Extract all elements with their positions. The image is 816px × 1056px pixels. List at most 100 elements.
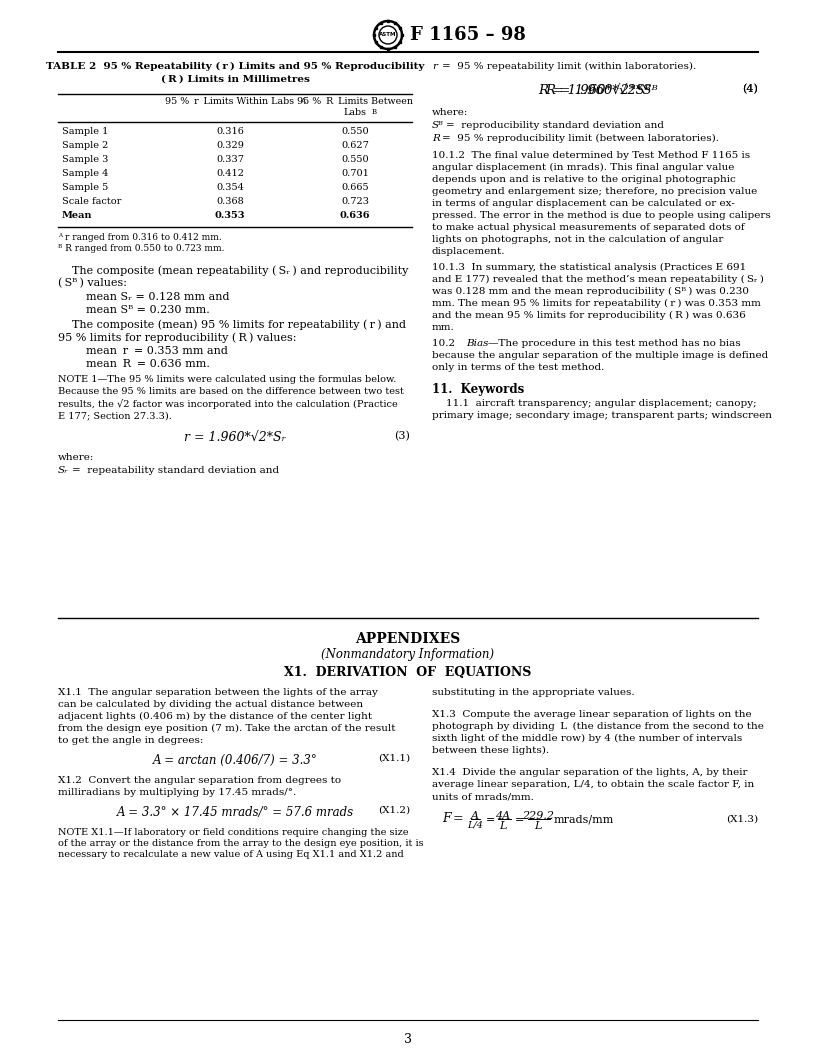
Text: Sample 3: Sample 3: [62, 155, 109, 164]
Text: (X1.3): (X1.3): [726, 815, 758, 824]
Text: adjacent lights (0.406 m) by the distance of the center light: adjacent lights (0.406 m) by the distanc…: [58, 712, 372, 721]
Text: sixth light of the middle row) by 4 (the number of intervals: sixth light of the middle row) by 4 (the…: [432, 734, 743, 743]
Text: Sample 1: Sample 1: [62, 127, 109, 136]
Text: (4): (4): [742, 84, 758, 94]
Text: mean  r  = 0.353 mm and: mean r = 0.353 mm and: [86, 346, 228, 356]
Text: can be calculated by dividing the actual distance between: can be calculated by dividing the actual…: [58, 700, 363, 709]
Text: 11.  Keywords: 11. Keywords: [432, 383, 524, 396]
Text: to get the angle in degrees:: to get the angle in degrees:: [58, 736, 203, 744]
Text: X1.  DERIVATION  OF  EQUATIONS: X1. DERIVATION OF EQUATIONS: [284, 666, 532, 679]
Text: ( Sᴮ ) values:: ( Sᴮ ) values:: [58, 278, 127, 288]
Text: mm.: mm.: [432, 323, 455, 332]
Text: 10.1.2  The final value determined by Test Method F 1165 is: 10.1.2 The final value determined by Tes…: [432, 151, 750, 161]
Text: (X1.1): (X1.1): [378, 754, 410, 763]
Text: Sᵣ: Sᵣ: [58, 466, 69, 475]
Text: 95 %  r  Limits Within Labs: 95 % r Limits Within Labs: [166, 97, 295, 106]
Text: R = 1.960*√2*Sᴮ: R = 1.960*√2*Sᴮ: [539, 84, 651, 97]
Text: depends upon and is relative to the original photographic: depends upon and is relative to the orig…: [432, 175, 736, 184]
Text: where:: where:: [432, 108, 468, 117]
Text: =  reproducibility standard deviation and: = reproducibility standard deviation and: [446, 121, 664, 130]
Text: units of mrads/mm.: units of mrads/mm.: [432, 792, 534, 802]
Text: 0.627: 0.627: [341, 142, 369, 150]
Text: mean Sᵣ = 0.128 mm and: mean Sᵣ = 0.128 mm and: [86, 293, 229, 302]
Text: APPENDIXES: APPENDIXES: [356, 631, 460, 646]
Text: in terms of angular displacement can be calculated or ex-: in terms of angular displacement can be …: [432, 199, 735, 208]
Text: A: A: [300, 97, 305, 105]
Text: 0.353: 0.353: [215, 211, 246, 220]
Text: =: =: [515, 815, 525, 825]
Text: 95 % limits for reproducibility ( R ) values:: 95 % limits for reproducibility ( R ) va…: [58, 332, 296, 342]
Text: primary image; secondary image; transparent parts; windscreen: primary image; secondary image; transpar…: [432, 411, 772, 420]
Text: only in terms of the test method.: only in terms of the test method.: [432, 363, 605, 372]
Text: mrads/mm: mrads/mm: [554, 815, 614, 825]
Text: 10.2: 10.2: [432, 339, 462, 348]
Text: L/4: L/4: [467, 821, 483, 830]
Text: pressed. The error in the method is due to people using calipers: pressed. The error in the method is due …: [432, 211, 771, 220]
Text: (X1.2): (X1.2): [378, 806, 410, 815]
Text: ᴬ r ranged from 0.316 to 0.412 mm.: ᴬ r ranged from 0.316 to 0.412 mm.: [58, 233, 222, 242]
Text: The composite (mean) 95 % limits for repeatability ( r ) and: The composite (mean) 95 % limits for rep…: [72, 319, 406, 329]
Text: 0.636: 0.636: [339, 211, 370, 220]
Text: 10.1.3  In summary, the statistical analysis (Practices E 691: 10.1.3 In summary, the statistical analy…: [432, 263, 747, 272]
Text: average linear separation, L/4, to obtain the scale factor F, in: average linear separation, L/4, to obtai…: [432, 780, 754, 789]
Text: =  95 % repeatability limit (within laboratories).: = 95 % repeatability limit (within labor…: [442, 62, 696, 71]
Text: (3): (3): [394, 431, 410, 441]
Text: 0.723: 0.723: [341, 197, 369, 206]
Text: necessary to recalculate a new value of A using Eq X1.1 and X1.2 and: necessary to recalculate a new value of …: [58, 850, 404, 859]
Text: 0.665: 0.665: [341, 183, 369, 192]
Text: Sᴮ: Sᴮ: [432, 121, 444, 130]
Text: E 177; Section 27.3.3).: E 177; Section 27.3.3).: [58, 411, 172, 420]
Text: =  repeatability standard deviation and: = repeatability standard deviation and: [72, 466, 279, 475]
Text: angular displacement (in mrads). This final angular value: angular displacement (in mrads). This fi…: [432, 163, 734, 172]
Text: B: B: [372, 108, 377, 116]
Text: A = arctan (0.406/7) = 3.3°: A = arctan (0.406/7) = 3.3°: [153, 754, 317, 767]
Text: 229.2: 229.2: [522, 811, 554, 821]
Text: 0.701: 0.701: [341, 169, 369, 178]
Text: 4A: 4A: [495, 811, 511, 821]
Text: because the angular separation of the multiple image is defined: because the angular separation of the mu…: [432, 351, 768, 360]
Text: 0.550: 0.550: [341, 155, 369, 164]
Text: Scale factor: Scale factor: [62, 197, 122, 206]
Text: X1.4  Divide the angular separation of the lights, A, by their: X1.4 Divide the angular separation of th…: [432, 768, 747, 777]
Text: Sample 4: Sample 4: [62, 169, 109, 178]
Text: X1.1  The angular separation between the lights of the array: X1.1 The angular separation between the …: [58, 689, 378, 697]
Text: results, the √2 factor was incorporated into the calculation (Practice: results, the √2 factor was incorporated …: [58, 399, 397, 409]
Text: =  95 % reproducibility limit (between laboratories).: = 95 % reproducibility limit (between la…: [442, 134, 719, 144]
Text: ᴮ R ranged from 0.550 to 0.723 mm.: ᴮ R ranged from 0.550 to 0.723 mm.: [58, 244, 224, 253]
Text: between these lights).: between these lights).: [432, 746, 549, 755]
Text: mean  R  = 0.636 mm.: mean R = 0.636 mm.: [86, 359, 210, 369]
Text: r: r: [432, 62, 437, 71]
Text: X1.3  Compute the average linear separation of lights on the: X1.3 Compute the average linear separati…: [432, 710, 752, 719]
Text: NOTE X1.1—If laboratory or field conditions require changing the size: NOTE X1.1—If laboratory or field conditi…: [58, 828, 409, 837]
Text: r = 1.960*√2*Sᵣ: r = 1.960*√2*Sᵣ: [184, 431, 286, 444]
Text: 0.412: 0.412: [216, 169, 244, 178]
Text: and the mean 95 % limits for reproducibility ( R ) was 0.636: and the mean 95 % limits for reproducibi…: [432, 312, 746, 320]
Text: (4): (4): [742, 84, 758, 94]
Text: geometry and enlargement size; therefore, no precision value: geometry and enlargement size; therefore…: [432, 187, 757, 196]
Text: was 0.128 mm and the mean reproducibility ( Sᴮ ) was 0.230: was 0.128 mm and the mean reproducibilit…: [432, 287, 749, 296]
Text: and E 177) revealed that the method’s mean repeatability ( Sᵣ ): and E 177) revealed that the method’s me…: [432, 275, 764, 284]
Text: mm. The mean 95 % limits for repeatability ( r ) was 0.353 mm: mm. The mean 95 % limits for repeatabili…: [432, 299, 761, 308]
Text: L: L: [499, 821, 507, 831]
Text: F =: F =: [442, 812, 463, 825]
Text: 0.550: 0.550: [341, 127, 369, 136]
Text: X1.2  Convert the angular separation from degrees to: X1.2 Convert the angular separation from…: [58, 776, 341, 785]
Text: where:: where:: [58, 453, 95, 463]
Text: TABLE 2  95 % Repeatability ( r ) Limits and 95 % Reproducibility: TABLE 2 95 % Repeatability ( r ) Limits …: [46, 62, 424, 71]
Text: Sample 5: Sample 5: [62, 183, 109, 192]
Text: ( R ) Limits in Millimetres: ( R ) Limits in Millimetres: [161, 75, 309, 84]
Text: substituting in the appropriate values.: substituting in the appropriate values.: [432, 689, 635, 697]
Text: photograph by dividing  L  (the distance from the second to the: photograph by dividing L (the distance f…: [432, 722, 764, 731]
Text: F 1165 – 98: F 1165 – 98: [410, 26, 526, 44]
Text: 0.368: 0.368: [216, 197, 244, 206]
Text: mean Sᴮ = 0.230 mm.: mean Sᴮ = 0.230 mm.: [86, 305, 210, 315]
Text: Labs: Labs: [344, 108, 366, 117]
Text: L: L: [534, 821, 542, 831]
Text: milliradians by multiplying by 17.45 mrads/°.: milliradians by multiplying by 17.45 mra…: [58, 788, 296, 797]
Text: A = 3.3° × 17.45 mrads/° = 57.6 mrads: A = 3.3° × 17.45 mrads/° = 57.6 mrads: [117, 806, 353, 819]
Text: 0.354: 0.354: [216, 183, 244, 192]
Text: The composite (mean repeatability ( Sᵣ ) and reproducibility: The composite (mean repeatability ( Sᵣ )…: [72, 265, 408, 276]
Text: of the array or the distance from the array to the design eye position, it is: of the array or the distance from the ar…: [58, 840, 424, 848]
Text: —The procedure in this test method has no bias: —The procedure in this test method has n…: [488, 339, 741, 348]
Text: Mean: Mean: [62, 211, 92, 220]
